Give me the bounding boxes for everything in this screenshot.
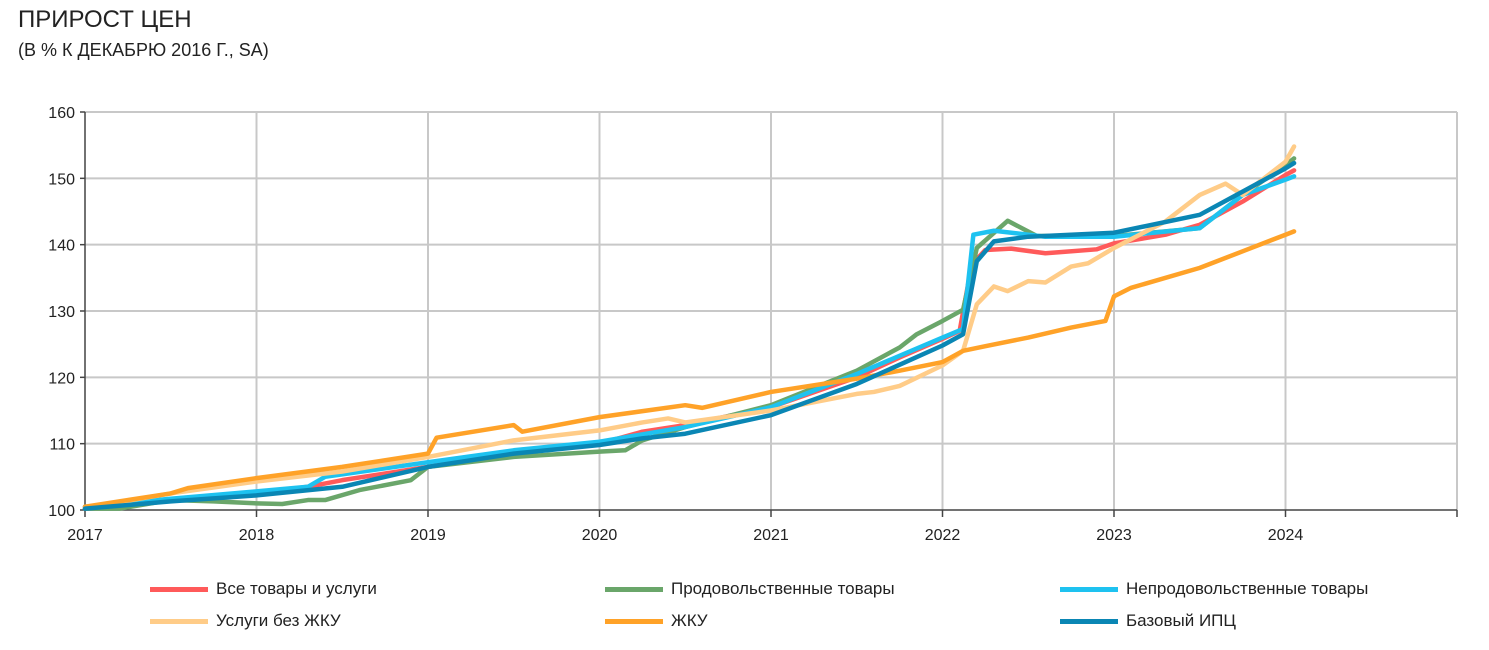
x-tick-label: 2022 [925,527,961,544]
x-tick-label: 2021 [753,527,789,544]
legend: Все товары и услуги Продовольственные тов… [150,578,1450,632]
y-tick-label: 140 [48,238,75,255]
chart-title: ПРИРОСТ ЦЕН [18,6,192,33]
legend-label: Непродовольственные товары [1126,579,1369,598]
y-tick-label: 110 [49,437,75,454]
legend-label: Услуги без ЖКУ [216,611,341,630]
series-line-5 [82,160,1297,511]
legend-label: ЖКУ [671,611,708,630]
legend-swatch [605,586,663,592]
series-line-2 [82,174,1297,509]
series-line-0 [82,168,1297,511]
y-tick-label: 130 [48,304,75,321]
legend-swatch [605,618,663,624]
legend-item: Продовольственные товары [605,578,1060,600]
legend-label: Продовольственные товары [671,579,895,598]
y-tick-label: 120 [48,370,75,387]
legend-item: Все товары и услуги [150,578,605,600]
y-tick-label: 100 [48,503,75,520]
series-line-4 [82,229,1297,509]
series-line-1 [82,156,1297,511]
legend-item: Базовый ИПЦ [1060,610,1460,632]
legend-label: Базовый ИПЦ [1126,611,1236,630]
legend-item: Услуги без ЖКУ [150,610,605,632]
x-tick-label: 2023 [1096,527,1132,544]
x-tick-label: 2019 [410,527,446,544]
x-tick-label: 2018 [239,527,275,544]
legend-swatch [1060,618,1118,624]
legend-item: Непродовольственные товары [1060,578,1460,600]
series-line-3 [82,144,1297,511]
legend-item: ЖКУ [605,610,1060,632]
x-tick-label: 2020 [582,527,618,544]
legend-swatch [150,586,208,592]
legend-label: Все товары и услуги [216,579,377,598]
x-tick-label: 2017 [67,527,103,544]
legend-swatch [150,618,208,624]
y-tick-label: 150 [48,171,75,188]
legend-swatch [1060,586,1118,592]
chart-subtitle: (В % К ДЕКАБРЮ 2016 Г., SA) [18,40,269,60]
x-tick-label: 2024 [1268,527,1304,544]
y-tick-label: 160 [48,105,75,122]
